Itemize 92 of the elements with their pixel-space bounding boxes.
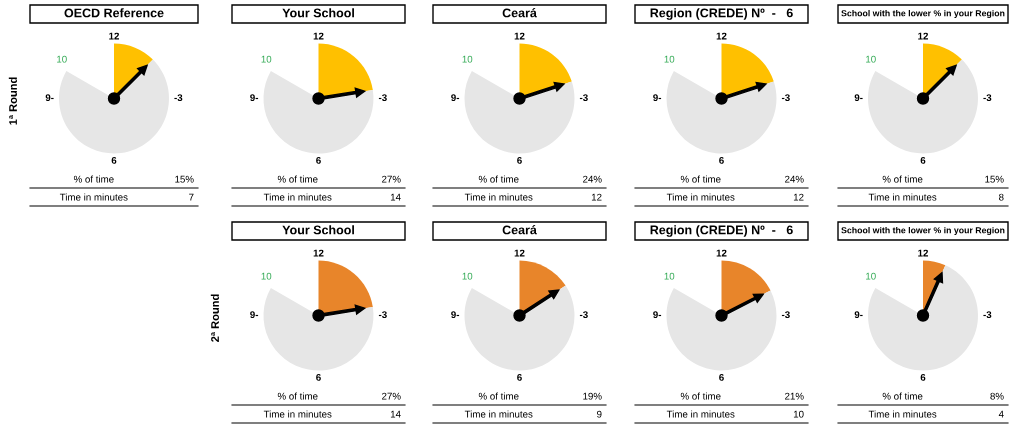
text: 8	[999, 193, 1004, 201]
text: 6	[316, 156, 321, 164]
text: 10	[793, 410, 804, 418]
text: -3	[579, 311, 588, 319]
text: 12	[514, 249, 525, 257]
text: 9-	[451, 94, 460, 102]
text: 6	[316, 373, 321, 381]
text: Time in minutes	[666, 410, 735, 418]
chart-title: Your School	[282, 225, 354, 235]
text: 24%	[785, 175, 804, 183]
text: -3	[983, 311, 992, 319]
text: Time in minutes	[868, 410, 937, 418]
text: 12	[313, 32, 324, 40]
text: 9-	[250, 311, 259, 319]
text: % of time	[277, 392, 318, 400]
text: 12	[109, 32, 120, 40]
text: % of time	[882, 175, 923, 183]
text: 10	[866, 272, 876, 280]
text: % of time	[680, 392, 721, 400]
text: 12	[313, 249, 324, 257]
text: % of time	[882, 392, 923, 400]
chart-title: School with the lower % in your Region	[841, 226, 1005, 236]
text: 9-	[45, 94, 54, 102]
text: -3	[579, 94, 588, 102]
text: 14	[390, 193, 401, 201]
text: 10	[261, 55, 272, 63]
text: 6	[517, 373, 522, 381]
text: -3	[378, 94, 387, 102]
text: 12	[918, 249, 929, 257]
text: 1ª Round	[8, 77, 17, 125]
text: 10	[664, 55, 675, 63]
text: 10	[866, 55, 876, 63]
chart-title: Region (CREDE) Nº - 6	[650, 8, 793, 20]
text: -3	[983, 94, 992, 102]
text: 9-	[854, 94, 863, 102]
text: 12	[716, 249, 727, 257]
text: -3	[781, 94, 790, 102]
text: Time in minutes	[263, 410, 332, 418]
text: 12	[793, 193, 804, 201]
text: Time in minutes	[59, 193, 128, 201]
text: 9-	[653, 311, 662, 319]
text: 4	[998, 410, 1004, 418]
text: 21%	[785, 392, 804, 400]
text: 9-	[250, 94, 259, 102]
text: 14	[390, 410, 401, 418]
text: % of time	[73, 175, 114, 183]
text: 9-	[451, 311, 460, 319]
text: 6	[111, 156, 117, 164]
text: 10	[57, 55, 67, 63]
text: 9	[597, 410, 602, 418]
text: 15%	[175, 175, 194, 183]
text: 19%	[583, 392, 602, 400]
chart-title: Region (CREDE) Nº - 6	[650, 225, 793, 237]
text: Time in minutes	[464, 410, 533, 418]
text: 2ª Round	[210, 294, 219, 342]
text: -3	[781, 311, 790, 319]
text: 15%	[985, 175, 1004, 183]
text: 9-	[854, 311, 863, 319]
text: % of time	[277, 175, 318, 183]
text: 10	[664, 272, 675, 280]
text: 9-	[653, 94, 662, 102]
text: % of time	[680, 175, 721, 183]
text: -3	[174, 94, 183, 102]
text: 6	[719, 373, 724, 381]
text: 27%	[382, 175, 401, 183]
chart-title: Ceará	[502, 8, 537, 18]
text: Time in minutes	[464, 193, 533, 201]
text: 27%	[382, 392, 401, 400]
text: 12	[716, 32, 727, 40]
text: 7	[189, 193, 194, 201]
text: 6	[517, 156, 522, 164]
chart-title: Ceará	[502, 225, 537, 235]
text: Time in minutes	[263, 193, 332, 201]
text: 10	[261, 272, 272, 280]
text: 6	[920, 373, 926, 381]
text: Time in minutes	[868, 193, 937, 201]
text: 12	[918, 32, 929, 40]
text: 12	[514, 32, 525, 40]
text: 10	[462, 55, 473, 63]
chart-title: OECD Reference	[64, 8, 164, 18]
text: Time in minutes	[666, 193, 735, 201]
chart-title: Your School	[282, 8, 354, 18]
text: 8%	[990, 392, 1004, 400]
text: 6	[920, 156, 926, 164]
chart-title: School with the lower % in your Region	[841, 9, 1005, 19]
text: % of time	[478, 392, 519, 400]
text: 24%	[583, 175, 602, 183]
text: 10	[462, 272, 473, 280]
text: % of time	[478, 175, 519, 183]
text: 12	[591, 193, 602, 201]
text: -3	[378, 311, 387, 319]
text: 6	[719, 156, 724, 164]
